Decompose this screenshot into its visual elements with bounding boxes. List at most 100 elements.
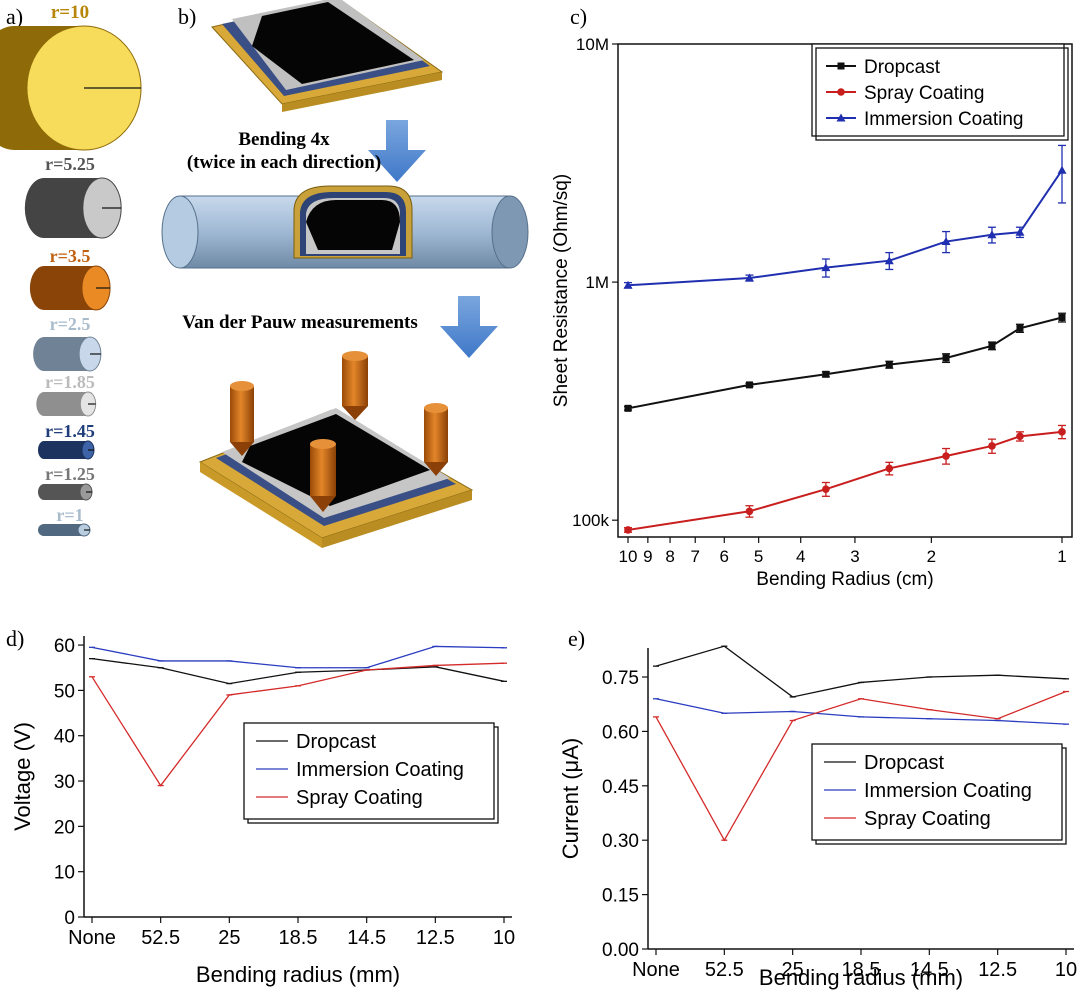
legend: Dropcast Immersion Coating Spray Coating — [243, 722, 499, 824]
y-tick-label: 20 — [54, 817, 75, 838]
data-point — [745, 381, 753, 389]
data-point — [1058, 428, 1066, 436]
legend-marker — [837, 88, 845, 96]
cylinder-label: r=2.5 — [50, 314, 91, 334]
cylinder-7: r=1.25 — [38, 464, 95, 501]
data-point — [1016, 432, 1024, 441]
probe-pin-1 — [230, 381, 254, 456]
y-tick-label: 0.75 — [602, 668, 639, 689]
x-tick-label: 52.5 — [705, 959, 744, 981]
cylinder-back — [38, 441, 50, 459]
x-tick-label: 52.5 — [141, 927, 180, 949]
y-tick-label: 100k — [572, 511, 609, 530]
legend-label: Dropcast — [864, 752, 944, 774]
x-axis-label: Bending radius (mm) — [196, 962, 400, 987]
legend-box — [811, 43, 1065, 137]
y-axis-label: Current (μA) — [558, 738, 583, 859]
data-point — [821, 263, 831, 272]
cylinder-label: r=5.25 — [45, 154, 95, 174]
chart-sheet-resistance: 10 9 8 7 6 5 4 3 2 1 100k 1M 10M Bending Radius (cm) S… — [551, 35, 1073, 590]
x-tick-label: 10 — [493, 927, 515, 949]
van-der-pauw-setup — [198, 351, 474, 548]
series-line — [91, 658, 505, 685]
y-tick-label: 10 — [54, 863, 75, 884]
y-tick-label: 60 — [54, 636, 75, 657]
y-tick-label: 0.60 — [602, 722, 639, 743]
cylinder-back — [38, 484, 50, 500]
cylinder-back — [38, 524, 50, 536]
data-point — [1057, 165, 1067, 174]
y-tick-label: 1M — [585, 273, 609, 292]
data-point — [624, 404, 632, 412]
series-immersion-coating — [653, 698, 1069, 725]
data-point — [624, 526, 632, 534]
y-tick-label: 10M — [576, 35, 609, 54]
step-bending-label: Bending 4x — [238, 129, 330, 150]
y-axis-label: Sheet Resistance (Ohm/sq) — [551, 174, 572, 407]
series-line — [655, 645, 1067, 698]
x-tick-label: 4 — [796, 547, 805, 566]
x-tick-label: 1 — [1057, 547, 1066, 566]
y-tick-label: 0.00 — [602, 940, 639, 961]
y-tick-label: 30 — [54, 772, 75, 793]
x-tick-label: 10 — [619, 547, 638, 566]
y-tick-label: 0.30 — [602, 831, 639, 852]
cylinder-label: r=1.25 — [45, 464, 95, 484]
data-point — [942, 452, 950, 460]
series-dropcast — [624, 312, 1066, 412]
x-tick-label: 14.5 — [910, 959, 949, 981]
cylinder-back — [36, 392, 52, 416]
cylinder-5: r=1.85 — [36, 372, 97, 417]
probe-pin-4 — [310, 439, 336, 512]
step-bending-sublabel: (twice in each direction) — [187, 152, 381, 173]
cylinder-2: r=5.25 — [24, 154, 122, 239]
series-line — [627, 430, 1063, 531]
x-tick-label: 5 — [754, 547, 763, 566]
data-point — [988, 342, 996, 350]
chart-current: None 52.5 25 18.5 14.5 12.5 10 0.00 0.15 0.30 0.45… — [558, 645, 1077, 990]
x-tick-label: 7 — [690, 547, 699, 566]
cylinder-back — [33, 337, 55, 371]
legend-label: Immersion Coating — [296, 759, 464, 781]
series-line — [91, 645, 505, 669]
data-point — [885, 464, 894, 473]
x-tick-label: 10 — [1055, 959, 1077, 981]
series-spray-coating — [653, 690, 1069, 842]
series-immersion-coating — [623, 144, 1067, 289]
chart-voltage: None 52.5 25 18.5 14.5 12.5 10 0 10 20 30 40 50 60 Ben… — [10, 636, 515, 987]
x-tick-label: 12.5 — [416, 927, 455, 949]
legend-label: Dropcast — [296, 731, 376, 753]
cylinder-label: r=3.5 — [50, 246, 91, 266]
panel-label-a: a) — [6, 4, 23, 29]
cylinder-label: r=1.85 — [45, 372, 95, 392]
cylinder-6: r=1.45 — [38, 421, 95, 460]
y-tick-label: 40 — [54, 727, 75, 748]
bending-bar — [161, 185, 529, 269]
cylinder-back — [29, 266, 59, 310]
probe-pin-3 — [424, 403, 448, 476]
data-point — [623, 280, 633, 289]
cylinder-back — [24, 178, 64, 238]
x-tick-label: 14.5 — [347, 927, 386, 949]
cylinder-label: r=1.45 — [45, 421, 95, 441]
x-tick-label: 25 — [218, 927, 240, 949]
series-line — [627, 316, 1063, 410]
y-tick-label: 0 — [64, 908, 75, 929]
x-tick-label: 6 — [720, 547, 729, 566]
data-point — [941, 237, 951, 246]
x-tick-label: 25 — [782, 959, 804, 981]
legend-label: Spray Coating — [864, 808, 991, 830]
x-tick-label: 12.5 — [978, 959, 1017, 981]
probe-pin-2 — [342, 351, 368, 420]
data-point — [884, 256, 894, 265]
data-point — [744, 273, 754, 282]
x-tick-label: 8 — [665, 547, 674, 566]
x-tick-label: 9 — [643, 547, 652, 566]
panel-label-e: e) — [568, 626, 585, 651]
cylinder-4: r=2.5 — [33, 314, 102, 372]
legend: Dropcast Immersion Coating Spray Coating — [811, 743, 1067, 845]
panel-label-c: c) — [570, 4, 587, 29]
y-tick-label: 50 — [54, 681, 75, 702]
x-tick-label: 3 — [850, 547, 859, 566]
